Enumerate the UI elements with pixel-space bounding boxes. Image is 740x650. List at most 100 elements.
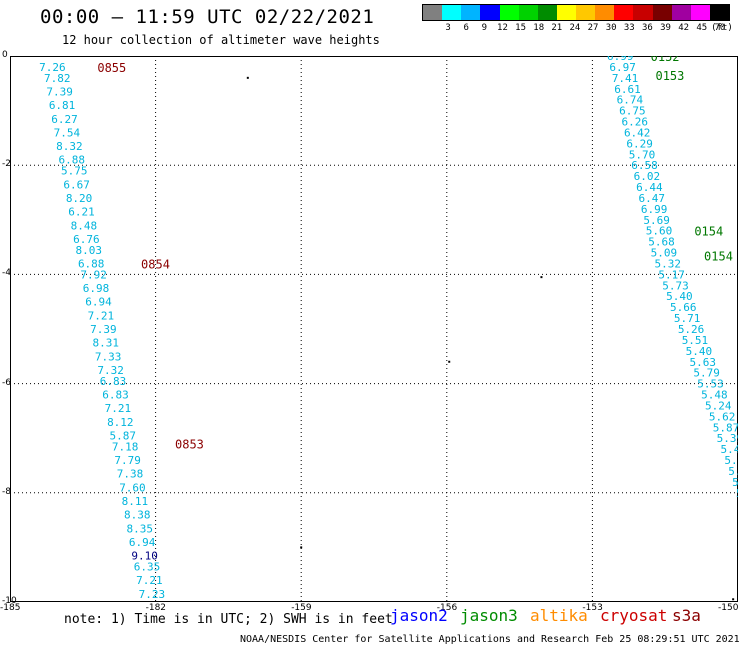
pass-time-label: 0153 xyxy=(655,69,684,83)
swh-label: 5.09 xyxy=(651,247,678,260)
color-swatch xyxy=(614,5,634,20)
island-dot xyxy=(448,360,451,363)
swh-label: 6.29 xyxy=(626,137,653,150)
swh-label: 5.51 xyxy=(682,334,709,347)
swh-label: 6.02 xyxy=(634,170,661,183)
pass-time-label: 0154 xyxy=(694,225,723,239)
swh-label: 6.75 xyxy=(619,105,646,118)
swh-label: 5.70 xyxy=(629,148,656,161)
swh-label: 6.58 xyxy=(631,159,658,172)
swh-label: 5.60 xyxy=(646,225,673,238)
y-axis-tick-label: -4 xyxy=(2,268,11,279)
footer-note: note: 1) Time is in UTC; 2) SWH is in fe… xyxy=(64,612,393,627)
island-dot xyxy=(540,276,543,279)
color-swatch xyxy=(633,5,653,20)
color-swatch xyxy=(576,5,596,20)
satellite-label-altika: altika xyxy=(530,606,588,625)
swh-label: 5.75 xyxy=(61,165,88,178)
swh-label: 6.83 xyxy=(102,389,129,402)
swh-label: 5.26 xyxy=(678,323,705,336)
swh-label: 5.87 xyxy=(109,429,136,442)
swh-label: 8.11 xyxy=(122,495,149,508)
color-swatch xyxy=(652,5,672,20)
swh-label: 6.74 xyxy=(617,94,644,107)
color-scale-tick: 15 xyxy=(515,23,526,33)
color-scale-tick: 39 xyxy=(660,23,671,33)
color-swatch xyxy=(442,5,462,20)
color-scale-tick: 30 xyxy=(605,23,617,33)
color-swatch xyxy=(423,5,443,20)
swh-label: 5.73 xyxy=(662,279,689,292)
swh-label: 6.81 xyxy=(49,99,76,112)
swh-label: 7.54 xyxy=(54,126,81,139)
swh-label: 5.79 xyxy=(693,367,720,380)
swh-label: 8.03 xyxy=(76,244,103,257)
color-scale-tick: 3 xyxy=(445,23,451,33)
swh-label: 7.21 xyxy=(136,574,163,587)
swh-label: 6.61 xyxy=(614,83,641,96)
swh-label: 6.88 xyxy=(78,257,105,270)
map-title: 00:00 – 11:59 UTC 02/22/2021 xyxy=(40,6,375,28)
x-axis-tick-label: -156 xyxy=(436,603,458,613)
color-swatch xyxy=(499,5,519,20)
swh-label: 5.71 xyxy=(724,454,738,467)
footer-credit: NOAA/NESDIS Center for Satellite Applica… xyxy=(240,634,740,645)
swh-label: 7.23 xyxy=(139,588,166,601)
color-scale-tick: 21 xyxy=(551,23,563,33)
color-swatch xyxy=(690,5,710,20)
satellite-label-jason2: jason2 xyxy=(390,606,448,625)
map-subtitle: 12 hour collection of altimeter wave hei… xyxy=(62,33,380,47)
color-scale-tick: 42 xyxy=(678,23,690,33)
color-scale-labels: 3 6 9 12 15 18 21 24 27 30 33 36 39 42 45 70 (ft) xyxy=(422,21,732,35)
swh-label: 7.13 xyxy=(141,601,168,602)
swh-label: 6.27 xyxy=(51,113,78,126)
swh-label: 7.39 xyxy=(46,85,73,98)
wave-height-color-scale: 3 6 9 12 15 18 21 24 27 30 33 36 39 42 45 70 (ft) xyxy=(422,4,733,35)
x-axis-tick-label: -159 xyxy=(291,603,312,613)
color-scale-tick: 27 xyxy=(587,23,599,33)
swh-label: 7.79 xyxy=(114,454,141,467)
swh-label: 5.62 xyxy=(709,410,736,423)
swh-label: 6.97 xyxy=(609,61,636,74)
swh-label: 5.48 xyxy=(701,389,728,402)
color-scale-tick: 33 xyxy=(623,23,635,33)
swh-label: 6.67 xyxy=(63,178,90,191)
pass-time-label: 0152 xyxy=(651,56,680,64)
swh-label: 7.92 xyxy=(80,268,107,281)
swh-label: 8.38 xyxy=(124,509,151,522)
swh-label: 8.12 xyxy=(107,416,134,429)
swh-label: 6.21 xyxy=(68,206,95,219)
swh-label: 8.48 xyxy=(71,219,98,232)
swh-label: 5.24 xyxy=(705,399,732,412)
color-scale-bar xyxy=(422,4,730,21)
y-axis-tick-label: -10 xyxy=(2,596,17,606)
swh-label: 5.45 xyxy=(721,443,738,456)
swh-label: 5.40 xyxy=(686,345,713,358)
color-swatch xyxy=(518,5,538,20)
color-scale-tick: 70 xyxy=(714,23,726,33)
swh-label: 5.40 xyxy=(666,290,693,303)
y-axis-tick-label: -6 xyxy=(2,377,11,388)
color-scale-tick: 36 xyxy=(641,23,653,33)
swh-label: 6.88 xyxy=(59,154,86,167)
swh-label: 6.98 xyxy=(83,282,110,295)
swh-label: 5.87 xyxy=(713,421,738,434)
color-swatch xyxy=(595,5,615,20)
swh-label: 5.53 xyxy=(697,378,724,391)
color-scale-tick: 12 xyxy=(497,23,508,33)
y-axis-tick-label: -2 xyxy=(2,159,11,170)
swh-label: 5.17 xyxy=(658,268,685,281)
swh-label: 7.21 xyxy=(88,309,115,322)
swh-label: 7.33 xyxy=(95,350,122,363)
swh-label: 6.42 xyxy=(624,126,651,139)
swh-label: 7.21 xyxy=(105,402,132,415)
island-dot xyxy=(300,546,303,549)
pass-time-label: 0853 xyxy=(175,438,204,452)
swh-label: 7.18 xyxy=(112,440,139,453)
swh-label: 5.63 xyxy=(689,356,716,369)
swh-label: 9.10 xyxy=(131,550,158,563)
swh-label: 8.31 xyxy=(93,337,120,350)
swh-label: 7.60 xyxy=(119,481,146,494)
color-scale-tick: 45 xyxy=(696,23,708,33)
swh-label: 7.32 xyxy=(97,364,124,377)
